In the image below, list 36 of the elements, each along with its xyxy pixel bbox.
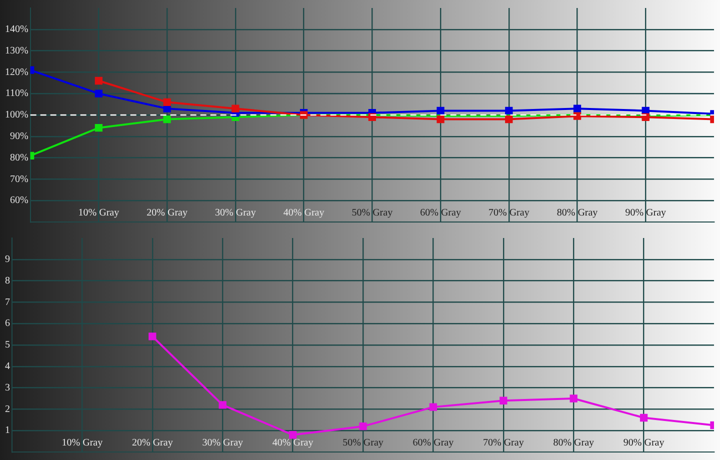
x-tick-label: 20% Gray bbox=[146, 208, 188, 219]
y-tick-label: 3 bbox=[5, 382, 10, 394]
y-tick-label: 90% bbox=[10, 131, 28, 142]
x-tick-label: 50% Gray bbox=[342, 438, 384, 449]
x-tick-label: 90% Gray bbox=[623, 438, 664, 449]
y-tick-label: 120% bbox=[4, 66, 28, 78]
y-tick-label: 100% bbox=[4, 110, 28, 121]
y-tick-label: 8 bbox=[5, 275, 10, 286]
x-tick-label: 90% Gray bbox=[625, 208, 666, 219]
x-tick-label: 30% Gray bbox=[215, 208, 256, 219]
y-tick-label: 130% bbox=[4, 45, 28, 56]
y-tick-label: 6 bbox=[5, 318, 10, 330]
y-tick-label: 60% bbox=[10, 195, 28, 206]
x-tick-label: 50% Gray bbox=[352, 208, 393, 219]
y-tick-label: 4 bbox=[5, 361, 10, 372]
y-tick-label: 70% bbox=[10, 174, 28, 185]
x-tick-label: 60% Gray bbox=[420, 208, 461, 219]
y-tick-label: 2 bbox=[5, 404, 10, 415]
x-tick-label: 20% Gray bbox=[132, 438, 173, 449]
y-tick-label: 7 bbox=[5, 296, 10, 308]
x-tick-label: 80% Gray bbox=[556, 208, 598, 219]
x-tick-label: 80% Gray bbox=[553, 438, 594, 449]
y-tick-label: 1 bbox=[5, 425, 10, 436]
x-tick-label: 70% Gray bbox=[488, 208, 530, 219]
x-tick-label: 70% Gray bbox=[482, 438, 524, 449]
y-tick-label: 5 bbox=[5, 340, 10, 351]
y-tick-label: 9 bbox=[5, 254, 10, 266]
y-tick-label: 140% bbox=[4, 24, 28, 36]
x-tick-label: 40% Gray bbox=[283, 208, 324, 219]
y-tick-label: 80% bbox=[10, 152, 28, 164]
y-tick-label: 110% bbox=[5, 88, 28, 100]
x-tick-label: 30% Gray bbox=[202, 438, 244, 449]
x-tick-label: 10% Gray bbox=[62, 438, 103, 449]
x-tick-label: 40% Gray bbox=[272, 438, 314, 449]
x-tick-label: 60% Gray bbox=[412, 438, 454, 449]
x-tick-label: 10% Gray bbox=[78, 208, 120, 219]
